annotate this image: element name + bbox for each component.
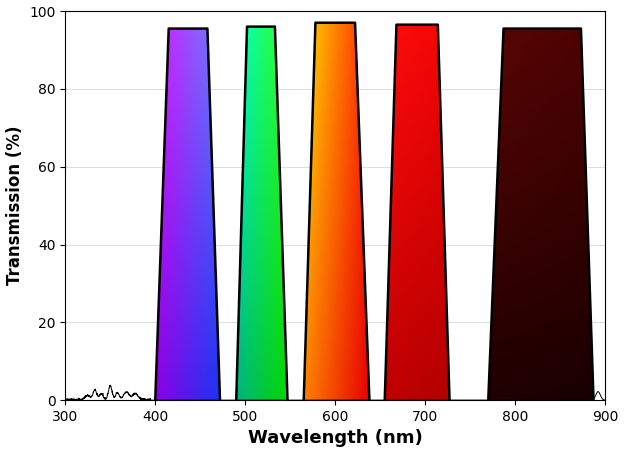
X-axis label: Wavelength (nm): Wavelength (nm): [248, 429, 422, 448]
Y-axis label: Transmission (%): Transmission (%): [6, 126, 24, 285]
